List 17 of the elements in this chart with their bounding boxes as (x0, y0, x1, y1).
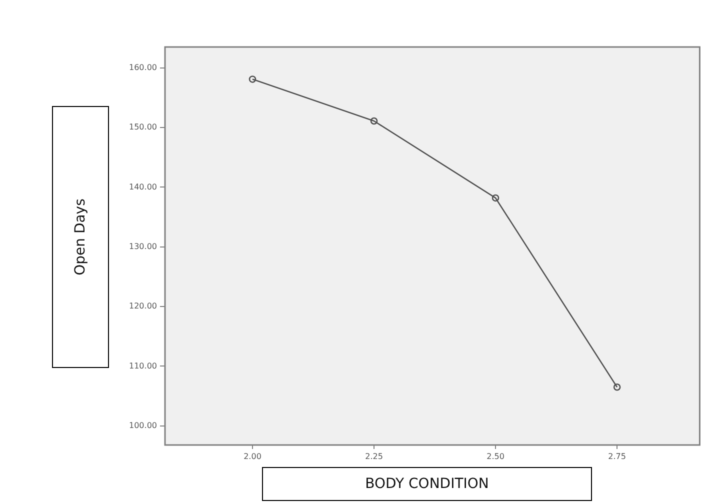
x-tick-label: 2.75 (608, 452, 626, 461)
y-tick-label: 150.00 (129, 122, 157, 132)
point (613, 383, 621, 391)
y-tick-label: 130.00 (129, 242, 157, 251)
point (370, 117, 378, 125)
y-tick-label: 140.00 (129, 182, 157, 192)
y-tick-label: 120.00 (129, 302, 157, 311)
point (248, 76, 256, 83)
point (492, 194, 500, 202)
y-tick-label: 100.00 (129, 420, 157, 430)
x-axis-title: BODY CONDITION (365, 476, 489, 492)
y-axis-title: Open Days (72, 198, 88, 276)
x-tick-label: 2.25 (365, 452, 383, 461)
x-tick-label: 2.00 (244, 452, 262, 461)
y-tick-label: 160.00 (129, 62, 157, 72)
x-tick-label: 2.50 (486, 452, 504, 461)
y-tick-label: 110.00 (129, 361, 157, 370)
